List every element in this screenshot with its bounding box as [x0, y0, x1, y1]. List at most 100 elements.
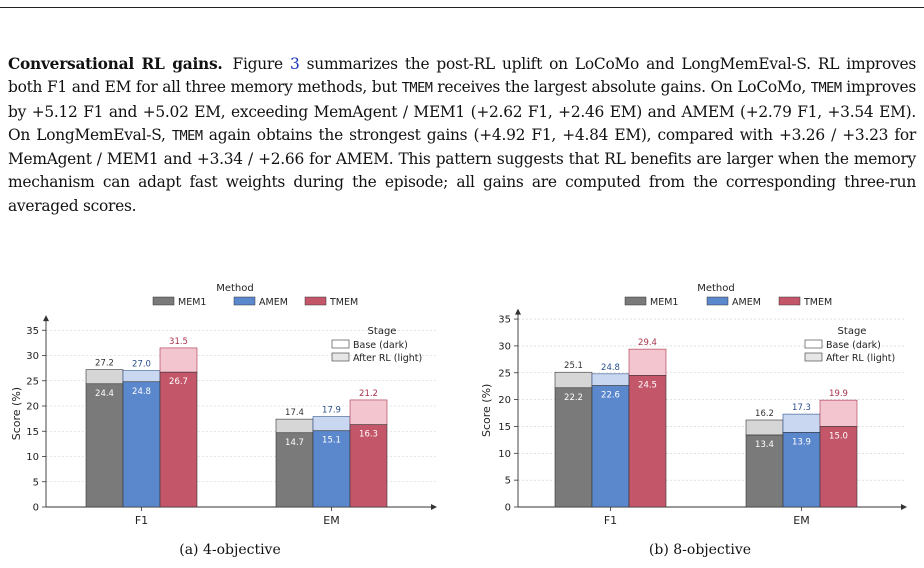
legend-method-label: MEM1 — [178, 297, 206, 308]
legend-stage-label: After RL (light) — [826, 353, 895, 364]
y-tick-label: 0 — [505, 503, 511, 514]
bar-base — [628, 375, 667, 508]
method-name-code: TMEM — [401, 80, 433, 97]
bar-after-rl — [819, 399, 858, 427]
legend-method-title: Method — [216, 283, 254, 294]
after-value-label: 19.9 — [829, 389, 848, 399]
bar-base — [312, 430, 351, 508]
bar-after-rl — [554, 371, 593, 389]
legend-stage-title: Stage — [368, 326, 397, 337]
y-tick-label: 20 — [498, 395, 511, 406]
paragraph-body: Figure 3 summarizes the post-RL uplift o… — [8, 55, 916, 215]
base-value-label: 13.4 — [755, 440, 774, 450]
after-value-label: 17.4 — [285, 408, 304, 418]
paragraph-heading: Conversational RL gains. — [8, 55, 223, 73]
y-tick-label: 15 — [26, 427, 39, 438]
figure-b-chart: 0 5 10 15 20 25 30 35 Score (%) 25.1 22.2 24.8 22.6 2… — [480, 283, 907, 527]
y-tick-label: 35 — [26, 326, 39, 337]
legend-method-label: MEM1 — [650, 297, 678, 308]
base-value-label: 22.6 — [601, 391, 620, 401]
y-tick-label: 30 — [26, 351, 39, 362]
y-tick-label: 15 — [498, 422, 511, 433]
y-axis-arrow — [515, 308, 521, 315]
legend-stage-swatch — [804, 352, 823, 362]
body-paragraph: Conversational RL gains. Figure 3 summari… — [8, 53, 916, 218]
bar-after-rl — [782, 413, 821, 433]
base-value-label: 24.8 — [132, 387, 151, 397]
after-value-label: 25.1 — [564, 361, 583, 371]
bar-base — [275, 432, 314, 508]
bar-after-rl — [745, 419, 784, 436]
legend-method-label: AMEM — [732, 297, 761, 308]
paragraph-text: Figure — [232, 55, 290, 73]
base-value-label: 22.2 — [564, 393, 583, 403]
bar-base — [782, 432, 821, 508]
paragraph-text: improves by +5.12 F1 and +5.02 EM, excee… — [8, 78, 916, 144]
legend-stage-swatch — [331, 352, 350, 362]
legend-swatch — [233, 296, 256, 306]
bar-after-rl — [275, 418, 314, 434]
legend-stage-label: Base (dark) — [353, 340, 408, 351]
y-tick-label: 20 — [26, 402, 39, 413]
base-value-label: 16.3 — [359, 430, 378, 440]
y-tick-label: 0 — [33, 503, 39, 514]
top-rule — [0, 7, 924, 8]
figure-a-chart: 0 5 10 15 20 25 30 35 Score (%) 27.2 24.4 27.0 24.8 3… — [10, 283, 437, 527]
after-value-label: 27.2 — [95, 359, 114, 369]
figure-b-caption: (b) 8-objective — [648, 542, 752, 558]
legend-method-label: TMEM — [803, 297, 832, 308]
legend-stage-swatch — [331, 339, 350, 349]
legend-swatch — [624, 296, 647, 306]
bar-base — [85, 383, 124, 508]
bar-base — [554, 387, 593, 508]
legend-swatch — [778, 296, 801, 306]
after-value-label: 31.5 — [169, 337, 188, 347]
y-tick-label: 10 — [26, 452, 39, 463]
legend-swatch — [706, 296, 729, 306]
bar-after-rl — [628, 348, 667, 376]
y-tick-label: 30 — [498, 341, 511, 352]
legend-stage-label: Base (dark) — [826, 340, 881, 351]
bar-base — [159, 371, 198, 508]
after-value-label: 21.2 — [359, 389, 378, 399]
paragraph-text: summarizes the post-RL uplift on LoCoMo … — [8, 55, 916, 97]
base-value-label: 15.1 — [322, 436, 341, 446]
bar-base — [819, 426, 858, 508]
y-tick-label: 10 — [498, 449, 511, 460]
y-tick-label: 25 — [26, 376, 39, 387]
y-axis-label: Score (%) — [480, 384, 493, 437]
x-axis-arrow — [901, 504, 907, 510]
y-tick-label: 5 — [33, 477, 39, 488]
x-tick-label: EM — [323, 514, 339, 527]
after-value-label: 16.2 — [755, 409, 774, 419]
bar-base — [745, 434, 784, 508]
legend-swatch — [304, 296, 327, 306]
bar-base — [591, 385, 630, 508]
method-name-code: TMEM — [171, 127, 203, 144]
figure-a-caption: (a) 4-objective — [179, 542, 281, 558]
x-tick-label: F1 — [604, 514, 617, 527]
legend-method-title: Method — [697, 283, 735, 294]
legend-stage-title: Stage — [838, 326, 867, 337]
y-axis-label: Score (%) — [10, 387, 23, 440]
y-axis-arrow — [43, 315, 49, 322]
bar-after-rl — [349, 399, 388, 425]
base-value-label: 14.7 — [285, 438, 304, 448]
after-value-label: 17.3 — [792, 403, 811, 413]
bar-after-rl — [312, 416, 351, 432]
base-value-label: 26.7 — [169, 377, 188, 387]
figure-reference-link[interactable]: 3 — [289, 55, 300, 73]
bar-after-rl — [591, 373, 630, 386]
after-value-label: 29.4 — [638, 338, 657, 348]
x-axis-arrow — [431, 504, 437, 510]
base-value-label: 24.5 — [638, 380, 657, 390]
legend-method-label: TMEM — [329, 297, 358, 308]
bar-after-rl — [122, 370, 161, 383]
paragraph-text: again obtains the strongest gains (+4.92… — [8, 125, 916, 215]
bar-base — [349, 424, 388, 508]
after-value-label: 27.0 — [132, 360, 151, 370]
after-value-label: 17.9 — [322, 406, 341, 416]
bar-after-rl — [159, 347, 198, 373]
x-tick-label: EM — [793, 514, 809, 527]
after-value-label: 24.8 — [601, 363, 620, 373]
